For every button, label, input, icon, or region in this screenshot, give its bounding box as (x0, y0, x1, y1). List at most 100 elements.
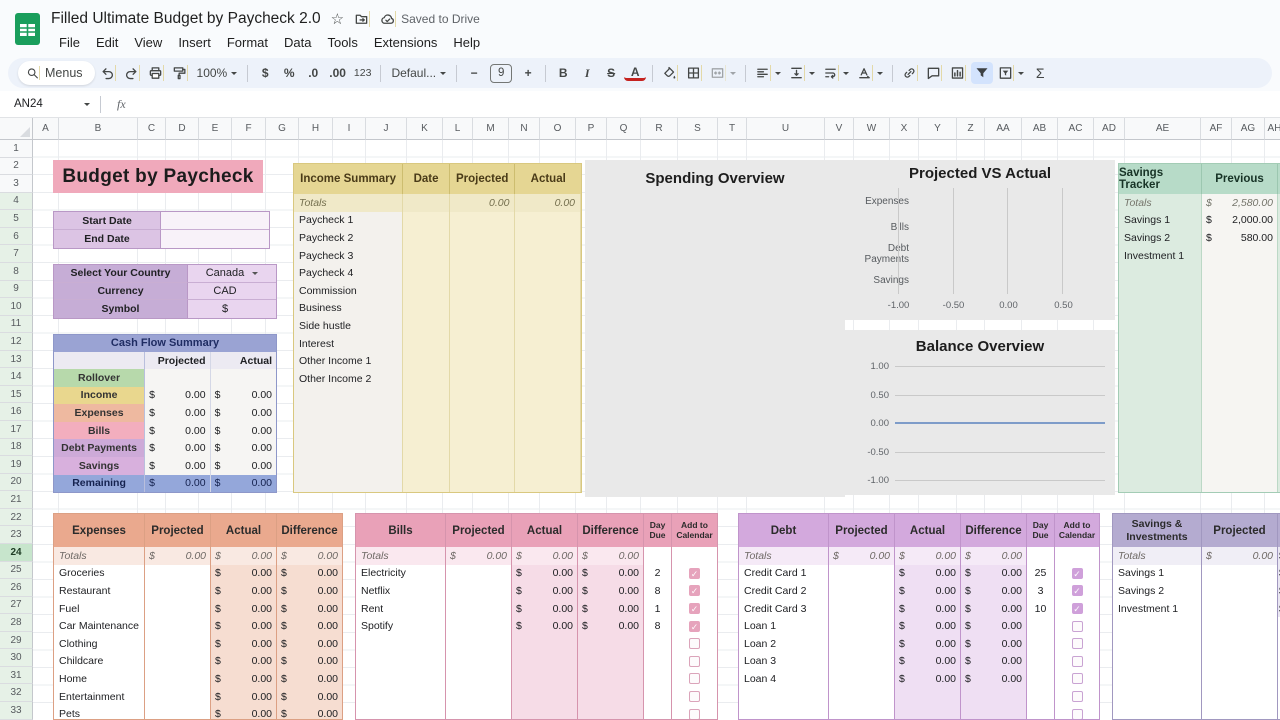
menu-item[interactable]: File (59, 34, 80, 50)
row-header-32[interactable]: 32 (0, 684, 33, 702)
calendar-checkbox[interactable] (1071, 708, 1083, 719)
menu-item[interactable]: Insert (178, 34, 211, 50)
format-currency-button[interactable]: $ (261, 66, 269, 80)
italic-button[interactable]: I (584, 65, 590, 80)
calendar-checkbox[interactable] (1071, 655, 1083, 667)
date-field-row[interactable]: Start Date (54, 212, 269, 230)
column-header-C[interactable]: C (138, 118, 166, 140)
row-header-6[interactable]: 6 (0, 227, 33, 246)
debt-row[interactable]: Credit Card 1 $0.00 $0.00 25 (739, 564, 1099, 583)
row-header-19[interactable]: 19 (0, 456, 33, 474)
column-header-K[interactable]: K (407, 118, 443, 140)
calendar-checkbox[interactable] (689, 655, 700, 667)
column-header-S[interactable]: S (678, 118, 718, 140)
bill-row[interactable]: $ $ (356, 634, 717, 653)
row-header-14[interactable]: 14 (0, 368, 33, 386)
column-header-F[interactable]: F (232, 118, 266, 140)
functions-button[interactable]: Σ (1035, 65, 1045, 81)
column-header-D[interactable]: D (166, 118, 199, 140)
cash-flow-row[interactable]: Bills $0.00 $0.00 (54, 421, 276, 440)
calendar-checkbox[interactable] (689, 691, 700, 703)
menu-item[interactable]: Tools (327, 34, 358, 50)
bill-row[interactable]: $ $ (356, 687, 717, 706)
cash-flow-row[interactable]: Savings $0.00 $0.00 (54, 456, 276, 475)
income-row[interactable]: Side hustle (294, 317, 581, 335)
savings-tracker-row[interactable]: Totals $2,580.00 (1119, 194, 1280, 212)
debt-row[interactable]: Loan 2 $0.00 $0.00 (739, 634, 1099, 653)
expense-row[interactable]: Fuel $0.00 $0.00 (54, 599, 342, 618)
income-row[interactable]: Paycheck 3 (294, 246, 581, 265)
increase-decimal-button[interactable]: .00 (329, 66, 346, 80)
calendar-checkbox[interactable] (689, 638, 700, 650)
column-header-AA[interactable]: AA (985, 118, 1022, 140)
move-folder-icon[interactable] (354, 11, 371, 27)
menu-item[interactable]: Format (226, 34, 268, 50)
balance-overview-chart[interactable]: Balance Overview 1.00 0.50 0.00 -0.50 -1… (845, 330, 1115, 495)
row-header-28[interactable]: 28 (0, 614, 33, 632)
bill-row[interactable]: $ $ (356, 705, 717, 719)
row-header-1[interactable]: 1 (0, 140, 33, 158)
column-header-H[interactable]: H (299, 118, 333, 140)
budget-banner[interactable]: Budget by Paycheck (53, 160, 263, 193)
savings-tracker-row[interactable]: Savings 1 $2,000.00 (1119, 211, 1280, 230)
calendar-checkbox[interactable] (1071, 638, 1083, 650)
row-header-25[interactable]: 25 (0, 561, 33, 580)
column-header-L[interactable]: L (443, 118, 473, 140)
date-field-row[interactable]: End Date (54, 230, 269, 248)
row-header-5[interactable]: 5 (0, 210, 33, 228)
calendar-checkbox[interactable] (1071, 620, 1083, 632)
menu-item[interactable]: Help (453, 34, 481, 50)
country-setting-row[interactable]: Select Your Country Canada (54, 265, 276, 283)
cash-flow-row[interactable]: Expenses $0.00 $0.00 (54, 404, 276, 422)
column-header-Y[interactable]: Y (919, 118, 957, 140)
undo-button[interactable] (97, 62, 119, 84)
create-filter-button[interactable] (971, 62, 994, 84)
menus-button[interactable]: Menus (18, 61, 95, 85)
font-size-input[interactable]: 9 (490, 63, 513, 83)
country-setting-row[interactable]: Currency CAD (54, 282, 276, 301)
merge-cells-button[interactable] (707, 62, 739, 84)
debt-row[interactable]: Loan 4 $0.00 $0.00 (739, 670, 1099, 688)
print-button[interactable] (145, 62, 167, 84)
calendar-checkbox[interactable] (1071, 567, 1083, 579)
column-header-M[interactable]: M (473, 118, 509, 140)
column-header-P[interactable]: P (576, 118, 607, 140)
row-header-17[interactable]: 17 (0, 421, 33, 439)
insert-comment-button[interactable] (923, 62, 945, 84)
bill-row[interactable]: Netflix $0.00 $0.00 8 (356, 582, 717, 600)
row-header-27[interactable]: 27 (0, 596, 33, 615)
row-header-33[interactable]: 33 (0, 702, 33, 720)
income-row[interactable]: Interest (294, 334, 581, 353)
row-header-21[interactable]: 21 (0, 491, 33, 509)
text-color-button[interactable]: A (624, 66, 647, 81)
column-header-A[interactable]: A (33, 118, 59, 140)
column-header-G[interactable]: G (266, 118, 299, 140)
savings-investments-totals-row[interactable]: Totals $0.00 $ (1113, 547, 1280, 565)
column-header-I[interactable]: I (333, 118, 366, 140)
savings-investment-row[interactable]: Savings 2 $ (1113, 582, 1280, 600)
insert-link-button[interactable] (899, 62, 921, 84)
calendar-checkbox[interactable] (689, 620, 700, 632)
date-field-value[interactable] (161, 230, 269, 248)
expense-row[interactable]: Pets $0.00 $0.00 (54, 705, 342, 719)
document-title[interactable]: Filled Ultimate Budget by Paycheck 2.0 (51, 10, 321, 27)
column-header-T[interactable]: T (718, 118, 747, 140)
column-header-AD[interactable]: AD (1094, 118, 1125, 140)
text-wrap-button[interactable] (820, 62, 852, 84)
expense-row[interactable]: Restaurant $0.00 $0.00 (54, 582, 342, 600)
column-header-AE[interactable]: AE (1125, 118, 1201, 140)
row-header-15[interactable]: 15 (0, 385, 33, 404)
decrease-font-size-button[interactable]: − (470, 66, 478, 80)
expense-row[interactable]: Clothing $0.00 $0.00 (54, 634, 342, 653)
date-field-value[interactable] (161, 212, 269, 230)
country-setting-value[interactable]: Canada (188, 265, 276, 283)
row-header-23[interactable]: 23 (0, 526, 33, 544)
calendar-checkbox[interactable] (1071, 585, 1083, 597)
expense-row[interactable]: Car Maintenance $0.00 $0.00 (54, 617, 342, 635)
sheets-logo[interactable] (14, 12, 41, 46)
bold-button[interactable]: B (558, 66, 568, 80)
calendar-checkbox[interactable] (1071, 603, 1083, 615)
debt-row[interactable]: Credit Card 2 $0.00 $0.00 3 (739, 582, 1099, 600)
column-header-V[interactable]: V (825, 118, 854, 140)
column-header-AG[interactable]: AG (1232, 118, 1265, 140)
